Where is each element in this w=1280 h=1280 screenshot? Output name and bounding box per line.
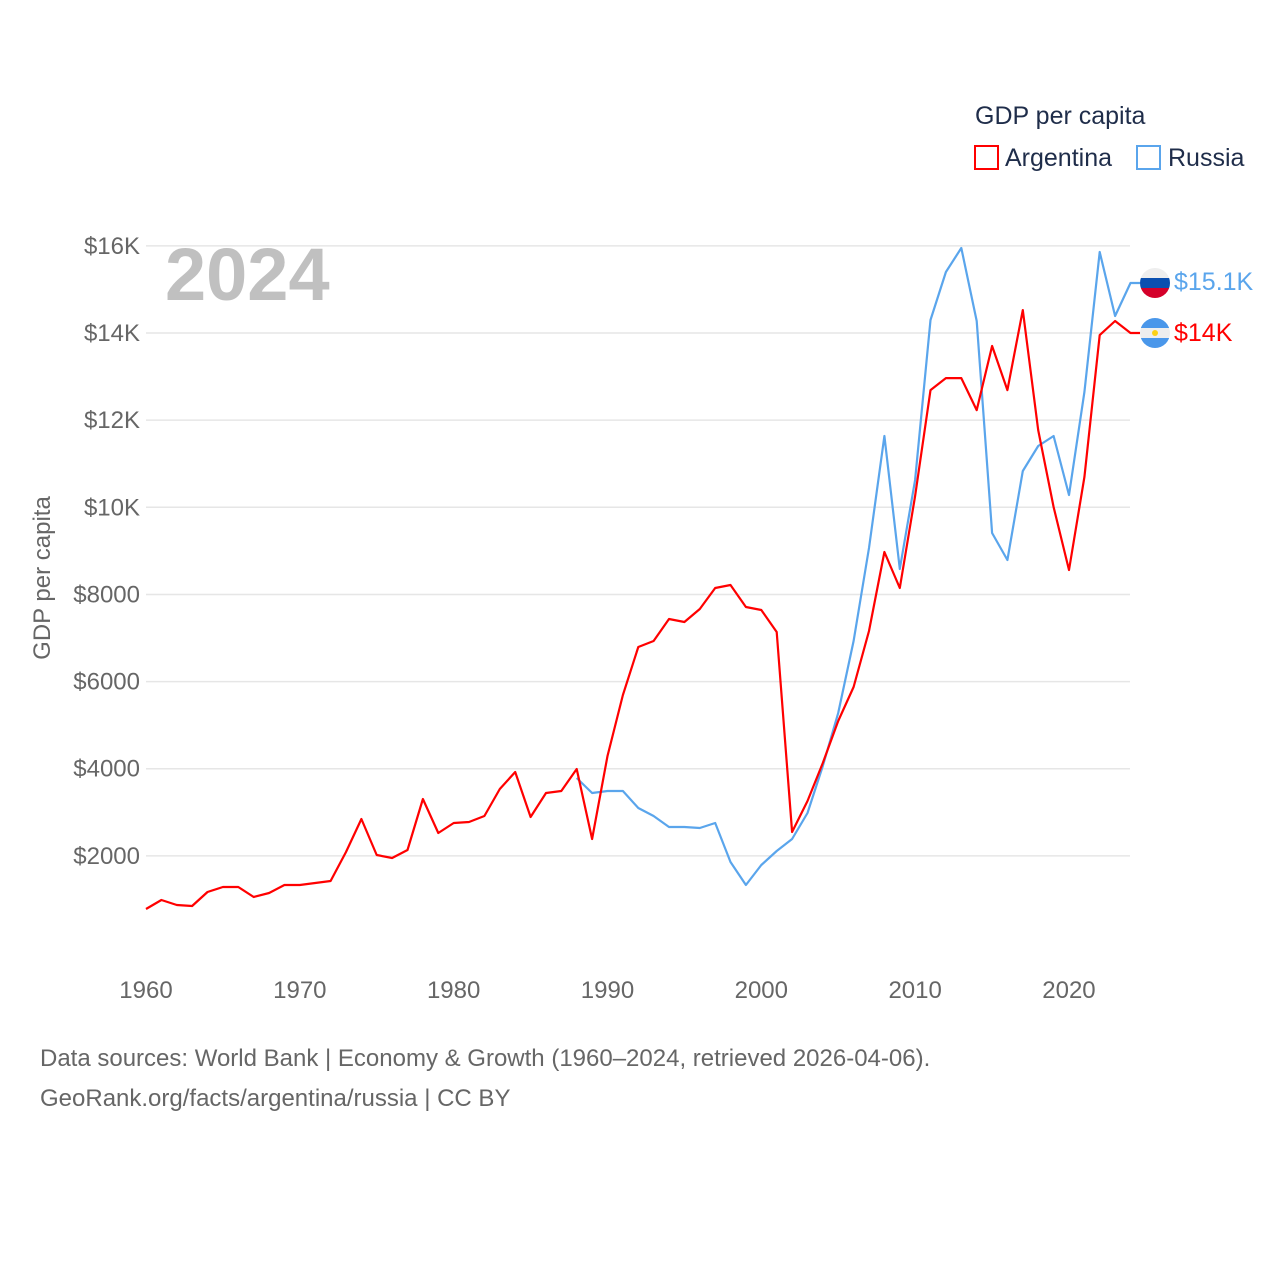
x-tick-label: 2000 [735, 977, 788, 1004]
footer-sources: Data sources: World Bank | Economy & Gro… [40, 1045, 931, 1072]
legend-label-russia[interactable]: Russia [1168, 144, 1245, 172]
y-tick-label: $6000 [73, 669, 140, 696]
footer-link[interactable]: GeoRank.org/facts/argentina/russia | CC … [40, 1085, 511, 1112]
series-line-argentina [145, 309, 1140, 910]
legend-label-argentina[interactable]: Argentina [1005, 144, 1112, 172]
y-tick-label: $2000 [73, 843, 140, 870]
x-tick-label: 1990 [581, 977, 634, 1004]
x-tick-label: 2020 [1042, 977, 1095, 1004]
legend-swatch-argentina [974, 145, 999, 170]
legend: GDP per capita Argentina Russia [974, 102, 1245, 172]
year-watermark: 2024 [165, 233, 330, 316]
argentina-flag-icon [1140, 318, 1170, 348]
y-tick-label: $12K [84, 407, 140, 434]
y-tick-label: $8000 [73, 581, 140, 608]
legend-swatch-russia [1136, 145, 1161, 170]
x-tick-label: 1970 [273, 977, 326, 1004]
y-tick-label: $10K [84, 494, 140, 521]
legend-title: GDP per capita [975, 102, 1146, 130]
russia-end-label: $15.1K [1174, 268, 1254, 296]
argentina-end-label: $14K [1174, 319, 1233, 347]
y-tick-label: $14K [84, 320, 140, 347]
y-tick-label: $16K [84, 233, 140, 260]
x-tick-label: 1980 [427, 977, 480, 1004]
series-line-russia [575, 246, 1140, 887]
y-axis-label: GDP per capita [29, 496, 56, 660]
y-tick-label: $4000 [73, 756, 140, 783]
russia-flag-icon [1140, 268, 1170, 298]
x-tick-label: 1960 [119, 977, 172, 1004]
x-tick-label: 2010 [888, 977, 941, 1004]
